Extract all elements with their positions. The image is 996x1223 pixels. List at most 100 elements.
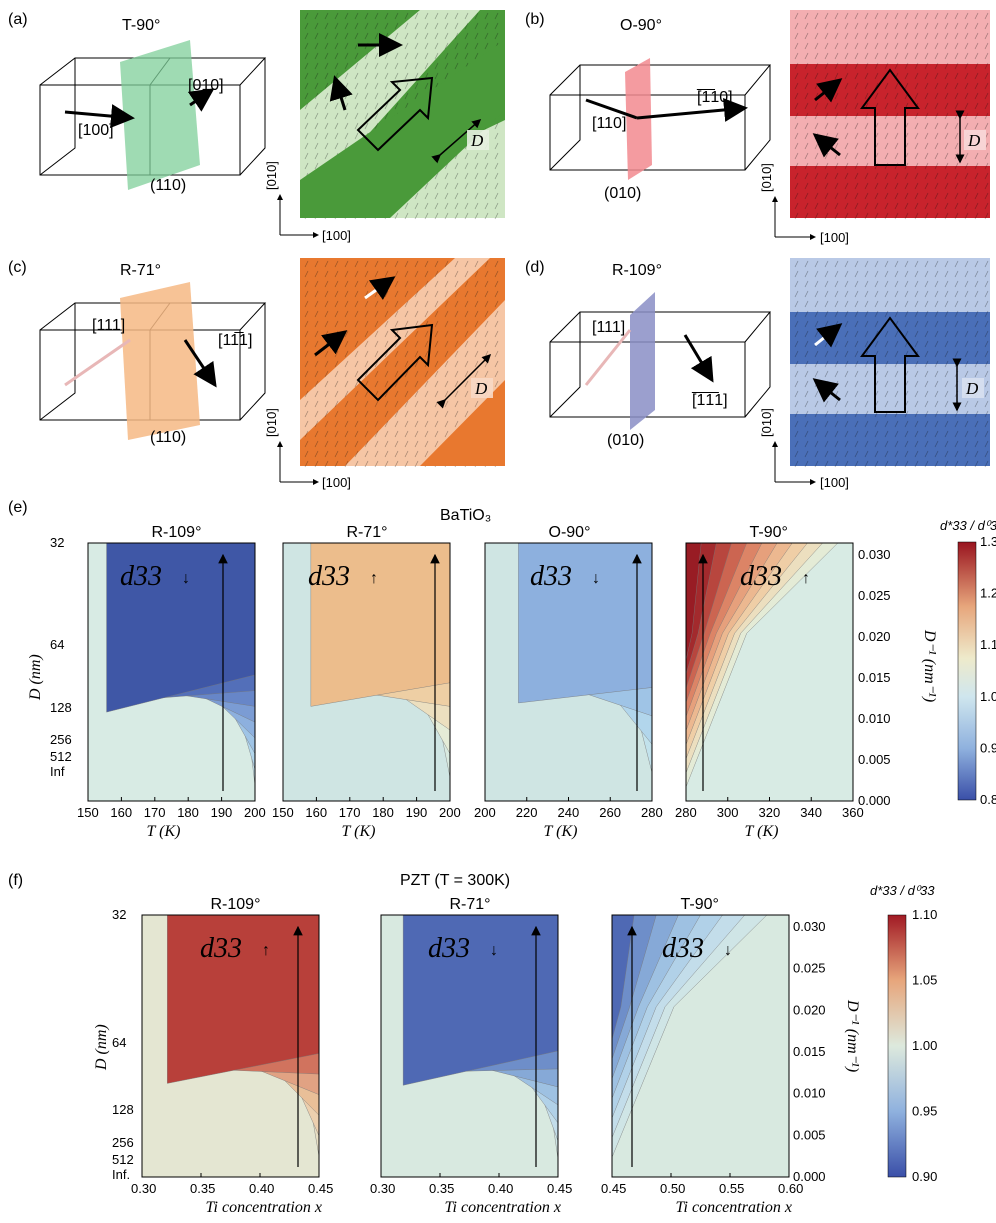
y-tick-label: 512 (112, 1152, 134, 1167)
axis-label: [100] (820, 475, 849, 490)
cube-diagram (549, 64, 772, 171)
x-tick-label: 190 (211, 805, 233, 820)
contour-panel: R-109° d33 ↓ 150 160 170 180 190 200 T (K) (77, 524, 266, 840)
x-tick-label: 0.60 (778, 1181, 803, 1196)
y-axis-label-right: D⁻¹ (nm⁻¹) (844, 999, 861, 1072)
domain-width-label: D (967, 131, 981, 150)
x-tick-label: 0.45 (308, 1181, 333, 1196)
domain-width-label: D (474, 379, 488, 398)
panel-letter: (b) (525, 11, 545, 28)
direction-label: [100] (78, 122, 114, 139)
domain-wall-plane (120, 282, 200, 440)
polarization-arrow (64, 104, 135, 129)
x-tick-label: 180 (372, 805, 394, 820)
y-tick-label: 128 (112, 1102, 134, 1117)
y-axis-label: D (nm) (27, 654, 44, 701)
panel-title: R-109° (612, 262, 662, 279)
x-tick-label: 0.30 (370, 1181, 395, 1196)
y-tick-label-right: 0.005 (793, 1127, 826, 1142)
panel-title: T-90° (681, 896, 719, 913)
plane-label: (110) (150, 429, 186, 446)
trend-indicator: ↑ (370, 570, 378, 587)
x-tick-label: 0.45 (601, 1181, 626, 1196)
d33-label: d33 (662, 933, 704, 964)
panel-letter: (f) (8, 872, 23, 889)
x-tick-label: 190 (406, 805, 428, 820)
colorbar-f: d*33 / d⁰33 1.10 1.05 1.00 0.95 0.90 (870, 883, 937, 1184)
x-tick-label: 0.30 (131, 1181, 156, 1196)
x-axis-label: Ti concentration x (676, 1199, 792, 1216)
x-tick-label: 280 (641, 805, 663, 820)
contour-panel: R-71° d33 ↑ 150 160 170 180 190 200 T (K) (272, 524, 461, 840)
polarization-arrow (584, 329, 632, 386)
y-tick-label-right: 0.015 (858, 670, 891, 685)
colorbar-tick: 1.0 (980, 689, 996, 704)
x-tick-label: 0.55 (719, 1181, 744, 1196)
x-tick-label: 360 (842, 805, 864, 820)
panel-letter: (e) (8, 499, 28, 516)
x-tick-label: 0.40 (488, 1181, 513, 1196)
trend-indicator: ↑ (802, 570, 810, 587)
y-tick-label-right: 0.010 (793, 1086, 826, 1101)
panel-title: R-109° (152, 524, 202, 541)
x-tick-label: 170 (144, 805, 166, 820)
panel-title: R-71° (120, 262, 161, 279)
axis-indicator: [010] [100] (759, 163, 849, 245)
direction-label: [010] (188, 77, 224, 94)
axis-indicator: [010] [100] (264, 161, 351, 243)
domain-wall-plane (630, 292, 655, 430)
panel-b: (b) O-90° [110] [̅1̅10] (010) D [010] [1… (525, 10, 990, 245)
trend-indicator: ↓ (592, 570, 600, 587)
colorbar-tick: 1.00 (912, 1038, 937, 1053)
contour-row-f: R-109° d33 ↑ 0.30 0.35 0.40 0.45 Ti concentrati… (112, 896, 826, 1216)
polarization-arrow (585, 98, 638, 120)
direction-label: [̅1̅10] (696, 88, 732, 106)
axis-indicator: [010] [100] (759, 408, 849, 490)
domain-map: D (300, 10, 505, 220)
contour-panel: R-109° d33 ↑ 0.30 0.35 0.40 0.45 Ti concentrati… (131, 896, 333, 1216)
cube-diagram (549, 311, 772, 418)
y-tick-label-right: 0.025 (858, 588, 891, 603)
x-tick-label: 200 (474, 805, 496, 820)
x-tick-label: 0.35 (429, 1181, 454, 1196)
colorbar-tick: 1.2 (980, 586, 996, 601)
x-axis-label: T (K) (342, 823, 376, 840)
x-tick-label: 300 (717, 805, 739, 820)
x-tick-label: 160 (110, 805, 132, 820)
colorbar-label: d*33 / d⁰33 (870, 883, 935, 898)
panel-title: R-109° (211, 896, 261, 913)
panel-letter: (a) (8, 11, 28, 28)
contour-panel: T-90° d33 ↓ 0.45 0.50 0.55 0.60 Ti concentratio… (601, 896, 803, 1216)
axis-label: [010] (264, 408, 279, 437)
x-tick-label: 160 (305, 805, 327, 820)
domain-wall-plane (120, 40, 200, 190)
domain-width-label: D (965, 379, 979, 398)
x-tick-label: 280 (675, 805, 697, 820)
y-tick-label-right: 0.005 (858, 752, 891, 767)
axis-label: [010] (264, 161, 279, 190)
colorbar-tick: 0.9 (980, 740, 996, 755)
y-tick-label-right: 0.000 (793, 1169, 826, 1184)
d33-label: d33 (428, 933, 470, 964)
y-tick-label-right: 0.015 (793, 1044, 826, 1059)
axis-label: [100] (322, 475, 351, 490)
direction-label: [11̅1] (218, 331, 252, 349)
colorbar-e: d*33 / d⁰33 1.3 1.2 1.1 1.0 0.9 0.8 (940, 518, 996, 807)
y-tick-label-right: 0.030 (858, 547, 891, 562)
direction-label: [111] (92, 317, 125, 334)
contour-panel: O-90° d33 ↓ 200 220 240 260 280 T (K) (474, 524, 663, 840)
plane-label: (010) (607, 432, 644, 449)
contour-panel: R-71° d33 ↓ 0.30 0.35 0.40 0.45 Ti concentratio… (370, 896, 572, 1216)
x-tick-label: 0.40 (249, 1181, 274, 1196)
x-tick-label: 150 (77, 805, 99, 820)
axis-indicator: [010] [100] (264, 408, 351, 490)
colorbar-tick: 0.95 (912, 1104, 937, 1119)
y-tick-label-right: 0.000 (858, 793, 891, 808)
x-tick-label: 150 (272, 805, 294, 820)
y-tick-label-right: 0.020 (858, 629, 891, 644)
y-tick-label: 32 (112, 907, 126, 922)
panel-letter: (c) (8, 259, 27, 276)
domain-map: D (790, 258, 990, 468)
y-tick-label: Inf (50, 764, 65, 779)
